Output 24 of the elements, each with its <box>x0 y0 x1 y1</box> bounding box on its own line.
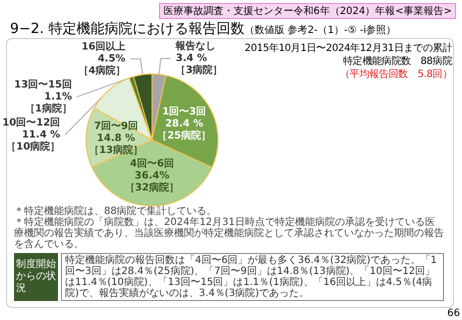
text: 制度開始からの状況 <box>14 253 58 301</box>
text: （平均報告回数 5.8回） <box>338 68 452 81</box>
slice-label: 13回〜15回 <box>14 79 72 90</box>
data-label: 14.8 % ［13病院］ <box>89 133 143 156</box>
text: ＊特定機能病院の「病院数」は、2024年12月31日時点で特定機能病院の承認を受けている医療機関の報告実績であり、当該医療機関が特定機能病院として承認されていなかった期間の報告を含んでいる。 <box>14 217 444 250</box>
data-label: 11.4 % ［10病院］ <box>6 129 60 152</box>
slice-label: 1回〜3回 <box>162 106 206 118</box>
text: 2015年10月1日〜2024年12月31日までの累計 <box>244 42 452 55</box>
text: 特定機能病院の報告回数は「4回〜6回」が最も多く36.4％(32病院)であった。「1回〜3回」は28.4％(25病院)、「7回〜9回」は14.8％(13病院)、「10回〜12回」は11.4％(10病院)、「13回〜15回」は1.1％(1病院)、「16回以上」は4.5％(4病院)で、報告実績がないのは、3.4％(3病院)であった。 <box>61 253 444 301</box>
data-label: 1.1% ［1病院］ <box>25 91 72 114</box>
data-label: 4.5% ［4病院］ <box>78 53 126 76</box>
slice-label: 4回〜6回 <box>130 158 174 170</box>
text: 特定機能病院数 88病院 <box>342 55 452 68</box>
text: 医療事故調査・支援センター令和6年（2024）年報<事業報告> <box>159 3 456 19</box>
slice-label: 10回〜12回 <box>2 117 60 128</box>
slice-label: 報告なし <box>174 40 216 52</box>
chart-title: 9−2. 特定機能病院における報告回数 <box>10 21 244 37</box>
data-label: 3.4 % ［3病院］ <box>176 52 223 76</box>
data-label: 36.4% ［32病院］ <box>125 170 179 194</box>
slice-label: 16回以上 <box>82 40 126 52</box>
text: （数値版 参考2-（1）-⑤ -ⅰ参照） <box>244 25 396 36</box>
text: ＊特定機能病院は、88病院で集計している。 <box>14 206 218 217</box>
data-label: 28.4 % ［25病院］ <box>157 118 212 142</box>
text: 66 <box>447 308 460 319</box>
